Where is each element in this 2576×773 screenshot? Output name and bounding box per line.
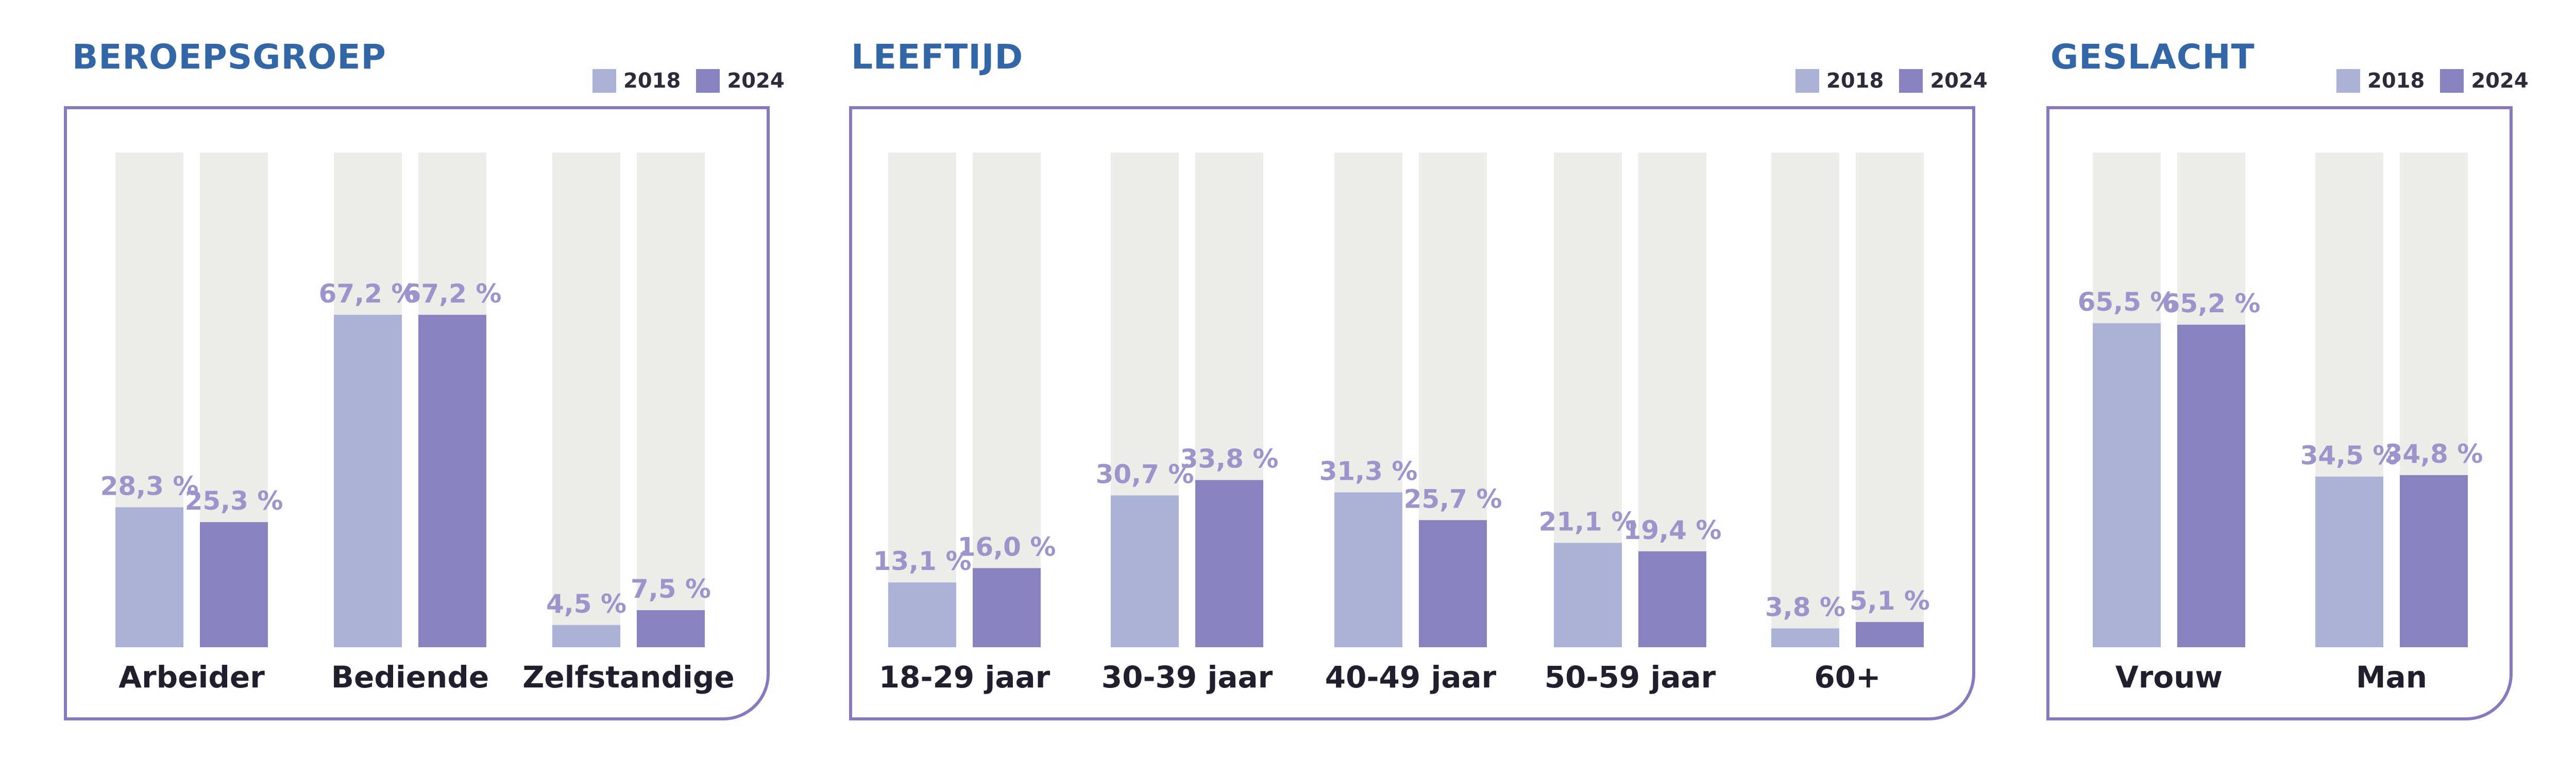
legend-label-2018: 2018 (2367, 69, 2425, 93)
bar-2024 (2177, 325, 2245, 647)
bar-2018 (115, 507, 183, 647)
panel-frame-geslacht (2046, 106, 2513, 720)
bar-background (973, 153, 1041, 647)
data-label-2024: 16,0 % (958, 532, 1056, 562)
data-label-2018: 4,5 % (546, 589, 626, 619)
bar-2024 (1856, 622, 1924, 647)
legend-swatch-2024 (2440, 69, 2464, 93)
data-label-2024: 7,5 % (631, 574, 711, 604)
bar-2018 (1334, 492, 1402, 647)
category-label: Zelfstandige (522, 660, 734, 695)
category-label: Vrouw (2115, 660, 2223, 695)
bar-2018 (552, 625, 620, 647)
bar-2024 (973, 568, 1041, 647)
bar-background (888, 153, 956, 647)
data-label-2018: 30,7 % (1096, 459, 1194, 489)
category-label: 60+ (1814, 660, 1880, 695)
bar-background (637, 153, 705, 647)
category-label: 50-59 jaar (1545, 660, 1716, 695)
data-label-2024: 65,2 % (2162, 289, 2261, 318)
bar-2024 (637, 610, 705, 647)
bar-2018 (888, 582, 956, 647)
bar-2024 (2400, 475, 2468, 647)
bar-2024 (1195, 480, 1263, 647)
legend-swatch-2024 (696, 69, 720, 93)
bar-2024 (200, 522, 268, 647)
data-label-2024: 67,2 % (403, 279, 502, 309)
bar-2024 (1419, 520, 1487, 647)
bar-2018 (1111, 495, 1179, 647)
bar-2018 (1554, 543, 1622, 647)
legend-item-2018: 2018 (1795, 69, 1884, 93)
bar-2018 (2315, 476, 2383, 647)
bar-background (1771, 153, 1839, 647)
data-label-2018: 31,3 % (1319, 457, 1418, 486)
panel-title-leeftijd: LEEFTIJD (851, 37, 1024, 77)
legend-swatch-2018 (592, 69, 616, 93)
legend-swatch-2018 (2336, 69, 2360, 93)
category-label: Bediende (331, 660, 489, 695)
legend-label-2024: 2024 (1930, 69, 1988, 93)
category-label: 18-29 jaar (879, 660, 1050, 695)
bar-2018 (1771, 628, 1839, 647)
legend-beroepsgroep: 2018 2024 (577, 69, 785, 93)
category-label: 30-39 jaar (1101, 660, 1273, 695)
bar-2024 (418, 314, 486, 647)
legend-label-2018: 2018 (623, 69, 681, 93)
legend-item-2024: 2024 (696, 69, 785, 93)
bar-2018 (334, 314, 402, 647)
category-label: Arbeider (118, 660, 265, 695)
legend-item-2018: 2018 (592, 69, 681, 93)
data-label-2018: 65,5 % (2078, 287, 2176, 317)
data-label-2024: 25,7 % (1404, 484, 1502, 514)
data-label-2024: 25,3 % (185, 486, 283, 516)
legend-swatch-2024 (1899, 69, 1923, 93)
legend-swatch-2018 (1795, 69, 1819, 93)
legend-item-2018: 2018 (2336, 69, 2425, 93)
bar-background (1856, 153, 1924, 647)
data-label-2018: 21,1 % (1539, 507, 1637, 536)
bar-background (552, 153, 620, 647)
legend-label-2018: 2018 (1826, 69, 1884, 93)
bar-2024 (1638, 551, 1706, 647)
panel-title-beroepsgroep: BEROEPSGROEP (72, 37, 386, 77)
panel-frame-leeftijd (849, 106, 1975, 720)
panel-title-geslacht: GESLACHT (2050, 37, 2255, 77)
data-label-2018: 67,2 % (319, 279, 417, 309)
data-label-2024: 33,8 % (1180, 444, 1279, 474)
category-label: 40-49 jaar (1325, 660, 1497, 695)
category-label: Man (2356, 660, 2427, 695)
data-label-2018: 3,8 % (1765, 593, 1845, 623)
panel-frame-beroepsgroep (64, 106, 770, 720)
data-label-2024: 19,4 % (1623, 515, 1722, 545)
bar-2018 (2093, 323, 2161, 647)
data-label-2024: 5,1 % (1850, 586, 1930, 616)
legend-label-2024: 2024 (727, 69, 785, 93)
legend-item-2024: 2024 (2440, 69, 2529, 93)
legend-leeftijd: 2018 2024 (1780, 69, 1988, 93)
data-label-2018: 28,3 % (100, 471, 199, 501)
data-label-2024: 34,8 % (2385, 439, 2483, 469)
data-label-2018: 13,1 % (873, 546, 972, 576)
legend-geslacht: 2018 2024 (2321, 69, 2529, 93)
legend-label-2024: 2024 (2471, 69, 2529, 93)
legend-item-2024: 2024 (1899, 69, 1988, 93)
data-label-2018: 34,5 % (2300, 441, 2399, 470)
